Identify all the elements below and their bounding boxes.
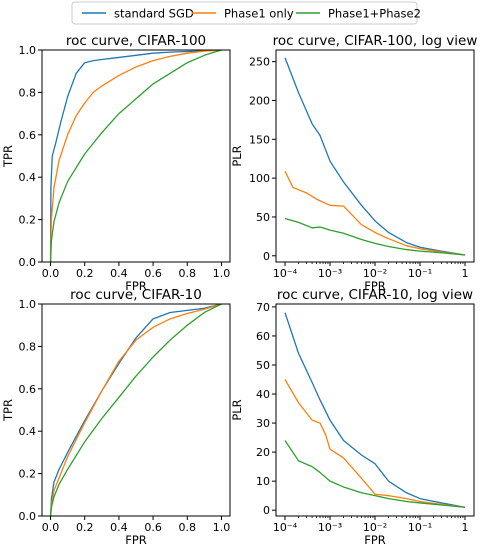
x-tick-label: 10⁻⁴ [273, 267, 298, 280]
chart-panel-4: roc curve, CIFAR-10, log view 10⁻⁴ 10⁻³ 10⁻… [230, 287, 475, 545]
y-tick-label: 0.6 [19, 383, 37, 396]
chart-title: roc curve, CIFAR-10, log view [277, 287, 473, 303]
series-line-1 [49, 304, 222, 516]
y-tick-label: 60 [256, 330, 270, 343]
series-line-3 [284, 217, 466, 256]
axes-frame [275, 303, 475, 517]
x-tick-label: 10⁻³ [318, 521, 342, 534]
x-tick-label: 0.2 [76, 267, 94, 280]
series-line-3 [49, 50, 222, 262]
series-line-2 [49, 50, 222, 262]
y-tick-label: 10 [256, 475, 270, 488]
series-group [284, 57, 466, 256]
x-axis-label: FPR [125, 279, 147, 293]
y-tick-label: 150 [249, 133, 270, 146]
chart-title: roc curve, CIFAR-100 [66, 33, 206, 49]
y-tick-label: 40 [256, 388, 270, 401]
series-line-1 [49, 50, 222, 262]
x-tick-label: 10⁻¹ [408, 521, 432, 534]
chart-title: roc curve, CIFAR-100, log view [273, 33, 478, 49]
legend: standard SGD Phase1 only Phase1+Phase2 [71, 1, 421, 25]
legend-label-1: standard SGD [114, 7, 194, 21]
y-tick-label: 0.0 [19, 256, 37, 269]
y-tick-label: 50 [256, 359, 270, 372]
y-tick-label: 250 [249, 56, 270, 69]
legend-label-3: Phase1+Phase2 [328, 7, 421, 21]
legend-frame [71, 1, 418, 25]
series-line-3 [49, 304, 222, 516]
x-tick-label: 0.4 [110, 521, 128, 534]
y-tick-label: 0 [263, 250, 270, 263]
x-tick-label: 1 [462, 267, 469, 280]
x-tick-label: 0.2 [76, 521, 94, 534]
series-line-1 [284, 57, 466, 256]
x-tick-label: 0.0 [42, 521, 60, 534]
x-tick-label: 0.0 [42, 267, 60, 280]
series-line-3 [284, 440, 466, 508]
x-axis-label: FPR [364, 279, 386, 293]
x-tick-label: 0.8 [179, 267, 197, 280]
chart-panel-3: roc curve, CIFAR-10 0.0 0.2 0.4 0.6 0.8 1.0 0.0… [1, 287, 231, 545]
y-tick-label: 100 [249, 172, 270, 185]
y-tick-label: 0 [263, 504, 270, 517]
y-tick-label: 0.8 [19, 86, 37, 99]
y-tick-label: 0.4 [19, 171, 37, 184]
y-tick-label: 1.0 [19, 44, 37, 57]
chart-title: roc curve, CIFAR-10 [70, 287, 202, 303]
x-tick-label: 1 [462, 521, 469, 534]
y-tick-label: 200 [249, 94, 270, 107]
series-group [49, 50, 222, 262]
y-axis-label: TPR [1, 145, 15, 168]
axes-frame [41, 303, 231, 517]
x-tick-label: 10⁻² [363, 521, 387, 534]
x-tick-label: 1.0 [213, 267, 231, 280]
x-tick-label: 10⁻³ [318, 267, 342, 280]
y-axis-label: TPR [1, 399, 15, 422]
series-line-2 [49, 304, 222, 516]
y-tick-label: 0.4 [19, 425, 37, 438]
y-tick-label: 0.6 [19, 129, 37, 142]
series-group [49, 304, 222, 516]
y-tick-label: 0.2 [19, 468, 37, 481]
x-tick-label: 10⁻¹ [408, 267, 432, 280]
axes-frame [41, 49, 231, 263]
series-line-1 [284, 312, 466, 508]
x-tick-label: 0.6 [144, 521, 162, 534]
y-tick-label: 0.0 [19, 510, 37, 523]
y-tick-label: 20 [256, 446, 270, 459]
x-tick-label: 0.4 [110, 267, 128, 280]
y-tick-label: 1.0 [19, 298, 37, 311]
x-axis-label: FPR [125, 533, 147, 545]
y-tick-label: 70 [256, 301, 270, 314]
x-axis-label: FPR [364, 533, 386, 545]
series-line-2 [284, 170, 466, 256]
y-tick-label: 50 [256, 211, 270, 224]
y-axis-label: PLR [230, 399, 244, 420]
series-line-2 [284, 379, 466, 508]
x-tick-label: 10⁻⁴ [273, 521, 298, 534]
y-tick-label: 0.2 [19, 214, 37, 227]
chart-panel-1: roc curve, CIFAR-100 0.0 0.2 0.4 0.6 0.8 1.0 0.… [1, 33, 231, 293]
y-tick-label: 30 [256, 417, 270, 430]
series-group [284, 312, 466, 508]
x-tick-label: 10⁻² [363, 267, 387, 280]
legend-label-2: Phase1 only [224, 7, 294, 21]
axes-frame [275, 49, 475, 263]
x-tick-label: 1.0 [213, 521, 231, 534]
y-tick-label: 0.8 [19, 340, 37, 353]
y-axis-label: PLR [230, 145, 244, 166]
x-tick-label: 0.6 [144, 267, 162, 280]
x-tick-label: 0.8 [179, 521, 197, 534]
